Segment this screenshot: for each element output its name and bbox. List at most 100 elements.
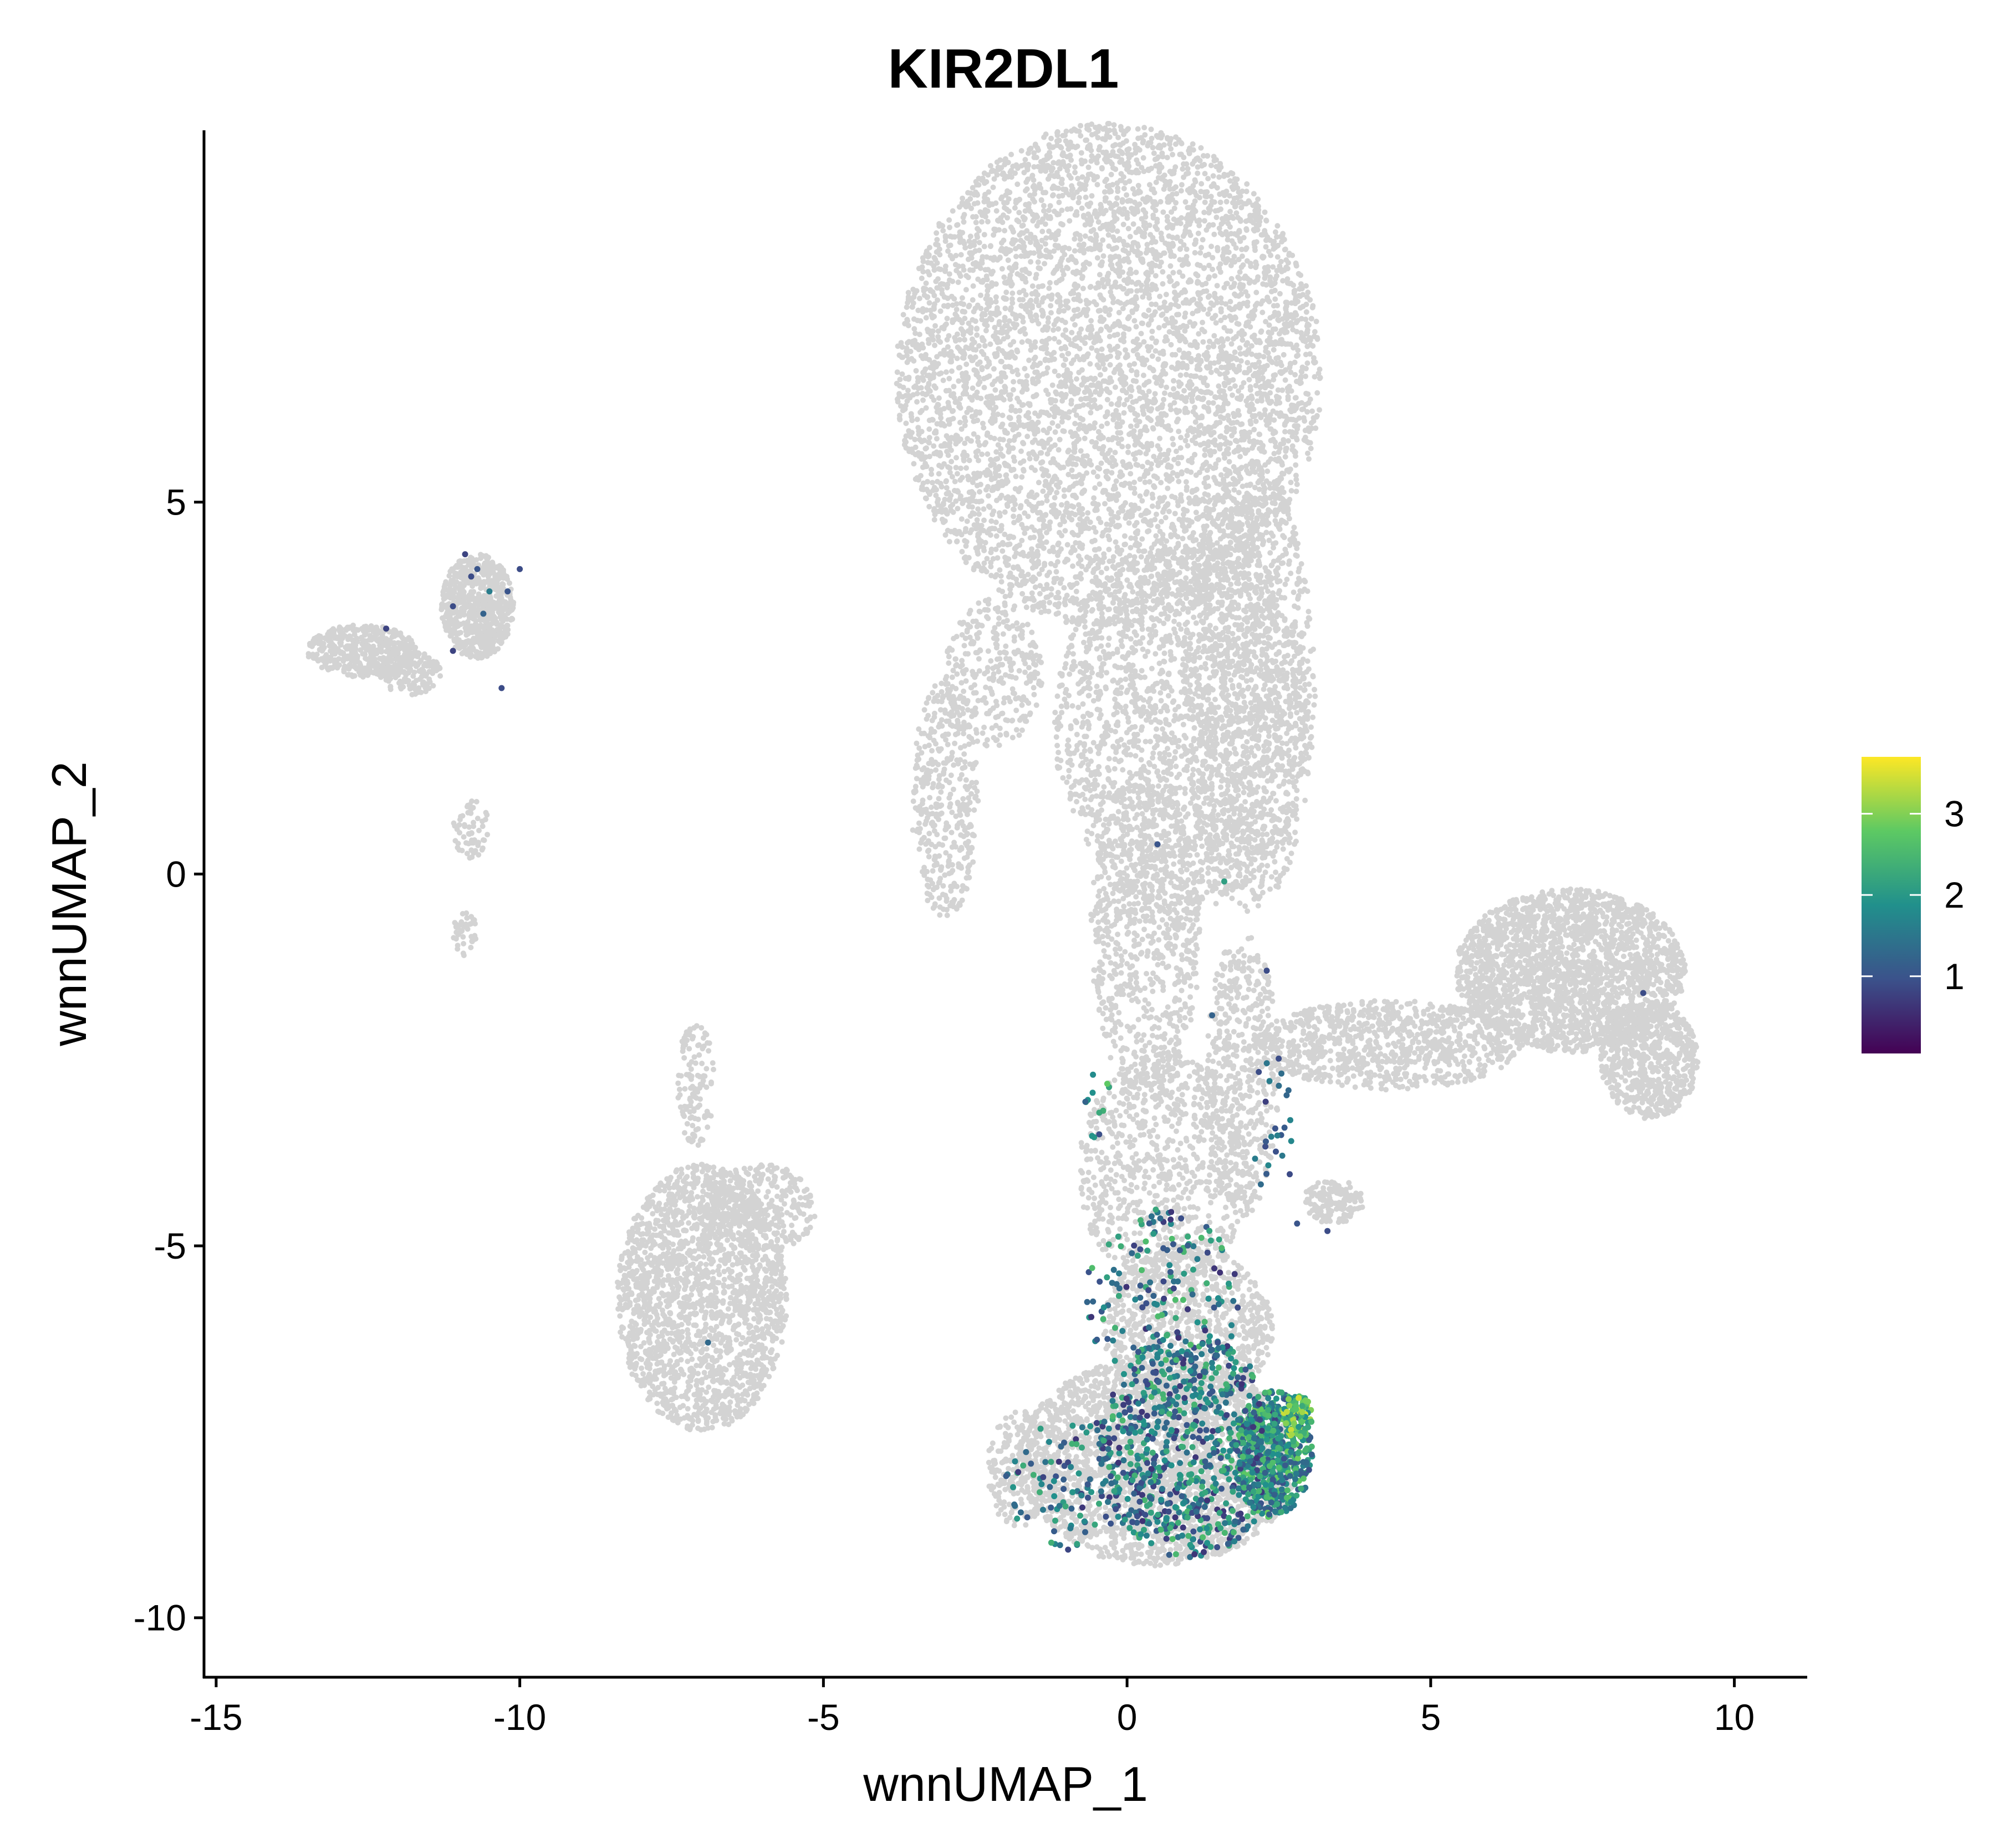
background-cell-point <box>1126 197 1133 203</box>
background-cell-point <box>1064 542 1070 548</box>
background-cell-point <box>1010 387 1016 393</box>
background-cell-point <box>1292 449 1298 455</box>
background-cell-point <box>900 384 906 390</box>
background-cell-point <box>923 280 929 286</box>
background-cell-point <box>1206 338 1212 344</box>
background-cell-point <box>1077 181 1083 187</box>
background-cell-point <box>1281 352 1287 358</box>
background-cell-point <box>1266 322 1272 328</box>
background-cell-point <box>1183 398 1189 404</box>
background-cell-point <box>1153 302 1159 307</box>
background-cell-point <box>1175 334 1181 340</box>
background-cell-point <box>1292 395 1298 401</box>
background-cell-point <box>996 542 1002 548</box>
background-cell-point <box>1210 222 1216 228</box>
background-cell-point <box>1098 569 1104 576</box>
background-cell-point <box>1165 485 1171 491</box>
background-cell-point <box>981 375 987 381</box>
background-cell-point <box>976 182 982 188</box>
background-cell-point <box>986 373 992 379</box>
background-cell-point <box>1099 166 1105 172</box>
background-cell-point <box>1129 279 1135 285</box>
background-cell-point <box>1130 186 1136 192</box>
background-cell-point <box>1191 297 1197 302</box>
background-cell-point <box>1118 300 1124 306</box>
background-cell-point <box>1283 320 1289 327</box>
background-cell-point <box>1139 498 1145 504</box>
background-cell-point <box>1216 457 1222 463</box>
background-cell-point <box>1277 291 1283 297</box>
background-cell-point <box>923 355 929 362</box>
background-cell-point <box>1290 327 1296 333</box>
background-cell-point <box>1023 604 1029 610</box>
background-cell-point <box>1261 354 1267 360</box>
background-cell-point <box>1071 441 1077 447</box>
background-cell-point <box>1237 351 1243 357</box>
background-cell-point <box>1280 327 1286 333</box>
background-cell-point <box>1307 337 1313 343</box>
background-cell-point <box>1308 445 1314 451</box>
background-cell-point <box>1210 315 1215 321</box>
background-cell-point <box>944 337 950 343</box>
background-cell-point <box>1121 410 1127 416</box>
background-cell-point <box>1044 365 1051 371</box>
background-cell-point <box>1184 363 1190 369</box>
background-cell-point <box>1042 241 1048 247</box>
background-cell-point <box>1146 182 1153 188</box>
background-cell-point <box>1078 326 1084 332</box>
background-cell-point <box>1133 324 1139 330</box>
background-cell-point <box>1141 382 1148 388</box>
background-cell-point <box>1251 439 1257 445</box>
background-cell-point <box>1027 456 1033 462</box>
background-cell-point <box>1166 246 1172 252</box>
background-cell-point <box>1107 182 1113 189</box>
background-cell-point <box>1232 231 1238 237</box>
background-cell-point <box>1157 404 1163 410</box>
background-cell-point <box>1317 366 1323 373</box>
background-cell-point <box>981 232 987 238</box>
background-cell-point <box>1263 217 1269 223</box>
background-cell-point <box>920 397 926 403</box>
background-cell-point <box>1061 493 1067 499</box>
background-cell-point <box>1074 353 1080 359</box>
background-cell-point <box>1099 318 1105 324</box>
background-cell-point <box>1065 266 1071 272</box>
background-cell-point <box>1070 492 1076 498</box>
background-cell-point <box>1020 319 1026 325</box>
background-cell-point <box>957 436 963 442</box>
background-cell-point <box>1178 435 1184 441</box>
background-cell-point <box>1150 366 1156 373</box>
background-cell-point <box>1252 337 1258 343</box>
background-cell-point <box>1065 449 1071 455</box>
background-cell-point <box>1093 553 1099 559</box>
background-cell-point <box>1084 516 1090 522</box>
background-cell-point <box>995 456 1001 462</box>
background-cell-point <box>1196 218 1202 224</box>
background-cell-point <box>997 436 1003 442</box>
background-cell-point <box>1273 394 1279 399</box>
background-cell-point <box>1168 342 1174 348</box>
background-cell-point <box>1193 510 1199 516</box>
background-cell-point <box>1150 235 1156 241</box>
background-cell-point <box>1115 440 1121 446</box>
background-cell-point <box>1031 250 1037 256</box>
background-cell-point <box>1166 447 1172 454</box>
background-cell-point <box>1086 203 1092 210</box>
background-cell-point <box>1093 131 1098 137</box>
background-cell-point <box>1053 230 1059 236</box>
background-cell-point <box>1133 269 1139 276</box>
background-cell-point <box>1279 341 1285 347</box>
background-cell-point <box>1069 503 1075 509</box>
background-cell-point <box>1101 554 1107 561</box>
background-cell-point <box>1224 245 1230 250</box>
background-cell-point <box>1171 386 1176 392</box>
background-cell-point <box>993 533 1000 539</box>
background-cell-point <box>974 394 980 400</box>
background-cell-point <box>1012 501 1018 507</box>
background-cell-point <box>1018 303 1024 309</box>
background-cell-point <box>926 439 932 445</box>
background-cell-point <box>1167 403 1174 409</box>
background-cell-point <box>1171 283 1177 289</box>
background-cell-point <box>1174 312 1180 318</box>
background-cell-point <box>1017 272 1023 278</box>
